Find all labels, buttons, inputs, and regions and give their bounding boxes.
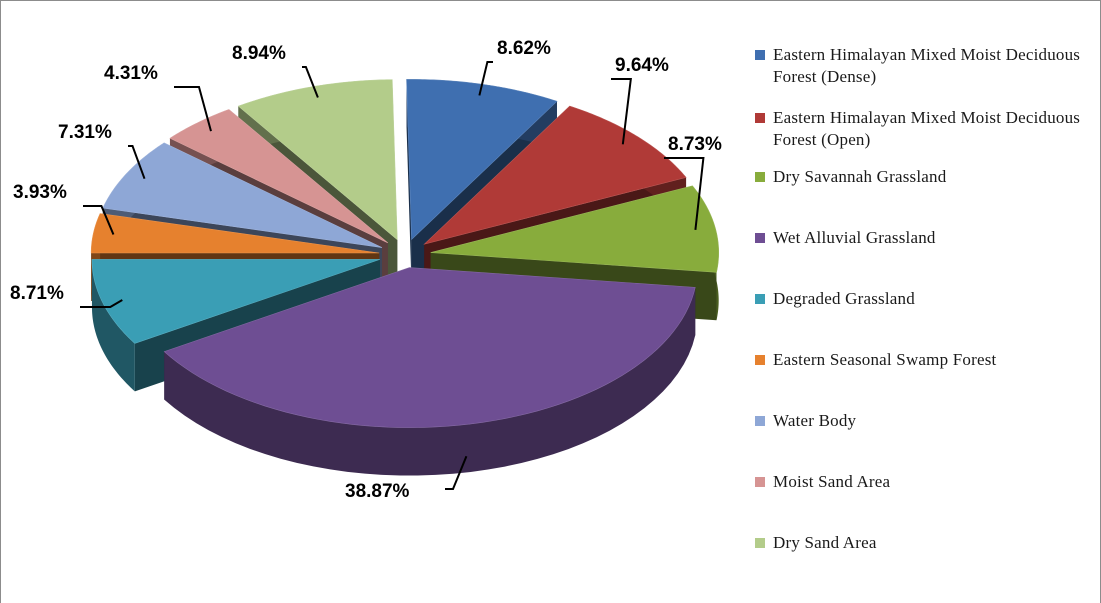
slice-eastern-himalayan-mixed-moist-deciduous-forest-dense: [406, 79, 558, 241]
data-label-dry-sand-area: 8.94%: [232, 43, 286, 64]
leader-line-eastern-himalayan-mixed-moist-deciduous-forest-dense: [478, 61, 493, 96]
leader-line-moist-sand-area: [174, 86, 212, 132]
slice-moist-sand-area: [169, 109, 389, 244]
slice-eastern-himalayan-mixed-moist-deciduous-forest-open: [423, 105, 687, 245]
data-label-degraded-grassland: 8.71%: [10, 283, 64, 304]
legend-swatch: [755, 113, 765, 123]
leader-line-eastern-seasonal-swamp-forest: [83, 205, 115, 235]
legend-item-dry-sand-area: Dry Sand Area: [755, 532, 877, 554]
legend-item-eastern-himalayan-mixed-moist-deciduous-forest-open: Eastern Himalayan Mixed Moist Deciduous …: [755, 107, 1093, 151]
legend-swatch: [755, 477, 765, 487]
legend-item-eastern-seasonal-swamp-forest: Eastern Seasonal Swamp Forest: [755, 349, 996, 371]
data-label-eastern-himalayan-mixed-moist-deciduous-forest-open: 9.64%: [615, 55, 669, 76]
legend-swatch: [755, 416, 765, 426]
legend-item-dry-savannah-grassland: Dry Savannah Grassland: [755, 166, 946, 188]
legend-swatch: [755, 233, 765, 243]
data-label-moist-sand-area: 4.31%: [104, 63, 158, 84]
legend-swatch: [755, 294, 765, 304]
legend-swatch: [755, 172, 765, 182]
slice-eastern-seasonal-swamp-forest: [90, 213, 380, 254]
slice-wall-eastern-himalayan-mixed-moist-deciduous-forest-dense: [406, 79, 412, 288]
leader-line-water-body: [128, 145, 146, 180]
pie-chart: 8.62% 9.64% 8.73% 38.87% 8.71% 3.93% 7.31% 4.31…: [10, 38, 722, 502]
legend-swatch: [755, 50, 765, 60]
slice-wet-alluvial-grassland: [163, 267, 696, 428]
legend-label: Water Body: [773, 411, 857, 430]
slice-side-degraded-grassland: [91, 259, 135, 392]
leader-line-dry-savannah-grassland: [664, 157, 705, 230]
data-label-dry-savannah-grassland: 8.73%: [668, 134, 722, 155]
legend-label: Eastern Himalayan Mixed Moist Deciduous …: [773, 45, 1081, 86]
data-label-water-body: 7.31%: [58, 122, 112, 143]
slice-dry-savannah-grassland: [430, 185, 719, 273]
leader-line-dry-sand-area: [302, 66, 319, 98]
slice-degraded-grassland: [91, 259, 381, 344]
legend-label: Degraded Grassland: [773, 289, 915, 308]
legend-item-moist-sand-area: Moist Sand Area: [755, 471, 890, 493]
data-label-eastern-himalayan-mixed-moist-deciduous-forest-dense: 8.62%: [497, 38, 551, 59]
legend-label: Dry Sand Area: [773, 533, 877, 552]
legend-label: Dry Savannah Grassland: [773, 167, 947, 186]
leader-line-eastern-himalayan-mixed-moist-deciduous-forest-open: [611, 78, 632, 145]
slice-water-body: [102, 142, 383, 248]
leader-line-degraded-grassland: [80, 299, 123, 308]
legend-label: Eastern Himalayan Mixed Moist Deciduous …: [773, 108, 1081, 149]
legend-swatch: [755, 355, 765, 365]
legend-label: Eastern Seasonal Swamp Forest: [773, 350, 997, 369]
legend-item-water-body: Water Body: [755, 410, 856, 432]
legend-item-eastern-himalayan-mixed-moist-deciduous-forest-dense: Eastern Himalayan Mixed Moist Deciduous …: [755, 44, 1093, 88]
legend-label: Moist Sand Area: [773, 472, 891, 491]
legend-label: Wet Alluvial Grassland: [773, 228, 936, 247]
leader-line-wet-alluvial-grassland: [445, 455, 468, 490]
legend-item-degraded-grassland: Degraded Grassland: [755, 288, 915, 310]
legend-item-wet-alluvial-grassland: Wet Alluvial Grassland: [755, 227, 936, 249]
data-label-wet-alluvial-grassland: 38.87%: [345, 481, 410, 502]
legend-swatch: [755, 538, 765, 548]
slice-dry-sand-area: [237, 79, 398, 241]
data-label-eastern-seasonal-swamp-forest: 3.93%: [13, 182, 67, 203]
slice-side-wet-alluvial-grassland: [164, 287, 696, 476]
